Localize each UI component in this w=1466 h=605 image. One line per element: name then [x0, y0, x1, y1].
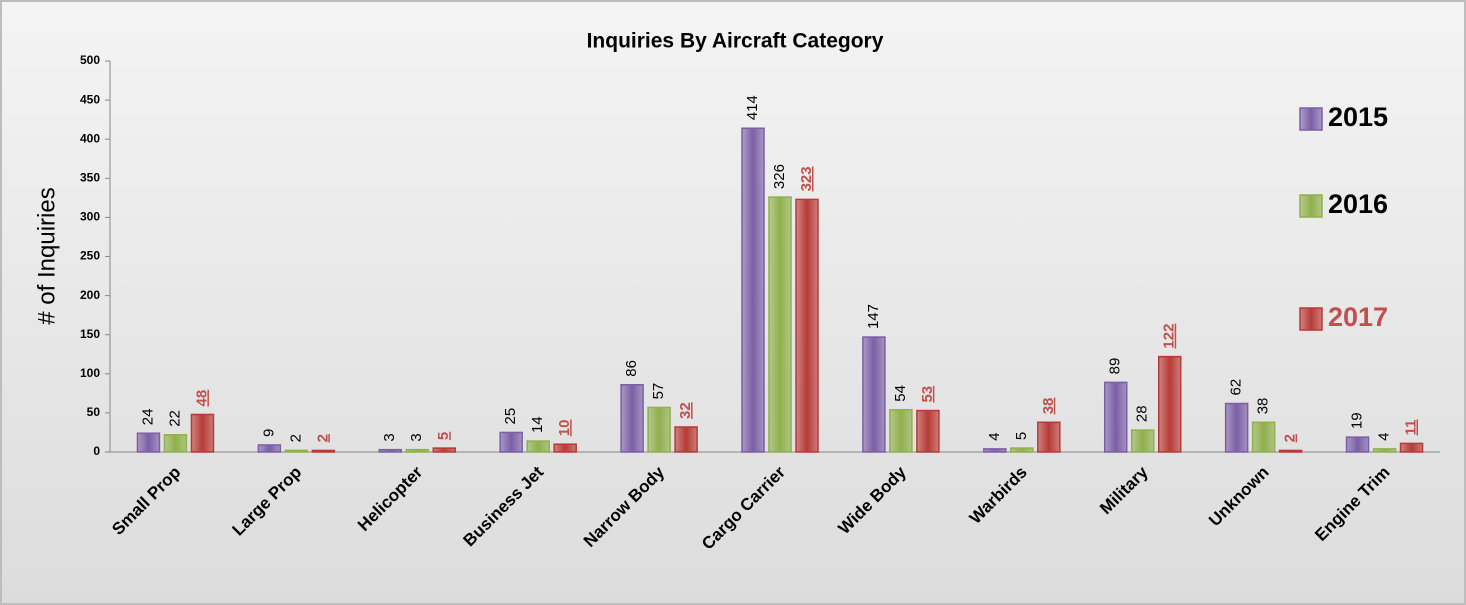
- value-label: 9: [260, 429, 277, 437]
- bar: [620, 383, 644, 453]
- bar: [1157, 355, 1182, 453]
- y-tick-label: 100: [80, 366, 100, 380]
- bar: [526, 440, 550, 453]
- bar: [1224, 402, 1249, 453]
- value-label: 25: [502, 408, 519, 425]
- value-label: 22: [166, 410, 183, 427]
- bar: [889, 409, 913, 453]
- value-label: 86: [623, 360, 640, 377]
- value-label: 4: [1376, 433, 1393, 441]
- y-tick-label: 400: [80, 131, 100, 145]
- value-label: 5: [1013, 432, 1030, 440]
- value-label: 323: [798, 166, 815, 191]
- bar: [1010, 447, 1034, 453]
- value-label: 62: [1228, 379, 1245, 396]
- bar: [311, 449, 336, 453]
- value-label: 147: [865, 304, 882, 329]
- bar: [1345, 436, 1370, 453]
- bar: [432, 447, 457, 453]
- y-tick-label: 200: [80, 288, 100, 302]
- bar: [916, 409, 940, 453]
- bar: [405, 448, 430, 453]
- value-label: 24: [139, 409, 156, 426]
- chart-title: Inquiries By Aircraft Category: [587, 30, 884, 53]
- value-label: 19: [1349, 412, 1366, 429]
- value-label: 28: [1134, 405, 1151, 422]
- bar: [647, 406, 671, 453]
- legend-swatch: [1299, 307, 1323, 331]
- legend-swatch: [1299, 194, 1323, 218]
- y-tick-label: 250: [80, 249, 100, 263]
- legend-label: 2015: [1328, 102, 1388, 132]
- bar: [136, 432, 161, 453]
- bar: [1037, 421, 1061, 453]
- bar: [190, 413, 215, 453]
- y-axis-label: # of Inquiries: [33, 187, 60, 324]
- bar: [1278, 449, 1303, 453]
- y-tick-label: 350: [80, 170, 100, 184]
- value-label: 2: [287, 434, 304, 442]
- bar: [795, 198, 819, 453]
- bar: [499, 431, 523, 453]
- value-label: 89: [1107, 358, 1124, 375]
- bar: [284, 449, 309, 453]
- y-tick-label: 50: [87, 405, 101, 419]
- value-label: 54: [892, 385, 909, 402]
- bar: [862, 336, 886, 453]
- value-label: 38: [1255, 398, 1272, 415]
- y-tick-label: 150: [80, 327, 100, 341]
- bar: [257, 444, 282, 453]
- bar: [1103, 381, 1128, 453]
- value-label: 48: [193, 390, 210, 407]
- bar: [741, 127, 765, 453]
- value-label: 38: [1040, 398, 1057, 415]
- value-label: 3: [408, 433, 425, 441]
- y-tick-label: 300: [80, 210, 100, 224]
- bar: [1251, 421, 1276, 453]
- y-tick-label: 0: [93, 444, 100, 458]
- y-tick-label: 500: [80, 53, 100, 67]
- legend-label: 2016: [1328, 189, 1388, 219]
- value-label: 2: [314, 434, 331, 442]
- value-label: 414: [744, 95, 761, 120]
- value-label: 14: [529, 416, 546, 433]
- bar: [378, 448, 403, 453]
- bar: [768, 196, 792, 453]
- bar: [163, 434, 188, 453]
- bar: [553, 443, 577, 453]
- y-tick-label: 450: [80, 92, 100, 106]
- value-label: 326: [771, 164, 788, 189]
- value-label: 10: [556, 419, 573, 436]
- value-label: 53: [919, 386, 936, 403]
- value-label: 57: [650, 383, 667, 400]
- value-label: 5: [435, 432, 452, 440]
- value-label: 4: [986, 433, 1003, 441]
- value-label: 3: [381, 433, 398, 441]
- bar: [983, 448, 1007, 453]
- bar: [1130, 429, 1155, 453]
- bar: [1372, 448, 1397, 453]
- bar: [1399, 442, 1424, 453]
- value-label: 122: [1161, 324, 1178, 349]
- legend-swatch: [1299, 107, 1323, 131]
- value-label: 11: [1403, 420, 1420, 436]
- legend-label: 2017: [1328, 302, 1388, 332]
- value-label: 32: [677, 402, 694, 419]
- value-label: 2: [1282, 434, 1299, 442]
- bar: [674, 426, 698, 453]
